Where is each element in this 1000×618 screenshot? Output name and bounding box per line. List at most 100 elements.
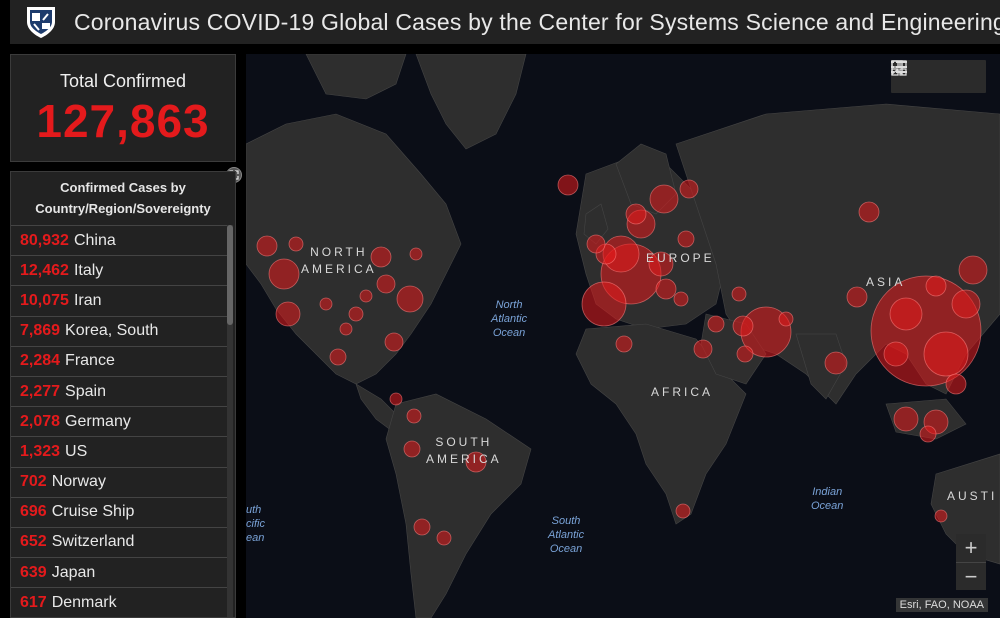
continent-label: EUROPE [646, 251, 715, 265]
case-bubble[interactable] [409, 247, 423, 261]
uk-land [583, 203, 609, 245]
basemap-gallery-icon[interactable] [891, 60, 982, 89]
legend-list-icon[interactable] [891, 61, 950, 89]
case-bubble[interactable] [945, 373, 967, 395]
list-item[interactable]: 2,284 France [11, 345, 228, 376]
case-bubble[interactable] [883, 341, 909, 367]
case-bubble[interactable] [648, 251, 674, 277]
case-bubble[interactable] [846, 286, 868, 308]
case-bubble[interactable] [319, 297, 333, 311]
case-bubble[interactable] [396, 285, 424, 313]
case-bubble[interactable] [919, 425, 937, 443]
case-count: 617 [20, 593, 47, 611]
case-bubble[interactable] [256, 235, 278, 257]
case-count: 639 [20, 563, 47, 581]
country-name: Norway [51, 473, 106, 491]
case-bubble[interactable] [376, 274, 396, 294]
map-attribution[interactable]: Esri, FAO, NOAA [895, 598, 988, 612]
map-toolbar [891, 60, 986, 93]
case-bubble[interactable] [465, 451, 487, 473]
case-count: 80,932 [20, 231, 69, 249]
country-name: Spain [65, 382, 106, 400]
case-bubble[interactable] [288, 236, 304, 252]
case-bubble[interactable] [934, 509, 948, 523]
case-bubble[interactable] [951, 289, 981, 319]
case-bubble[interactable] [348, 306, 364, 322]
case-bubble[interactable] [824, 351, 848, 375]
country-name: Cruise Ship [51, 503, 135, 521]
case-count: 696 [20, 503, 47, 521]
case-bubble[interactable] [615, 335, 633, 353]
scrollbar-thumb[interactable] [227, 225, 233, 325]
case-bubble[interactable] [586, 234, 606, 254]
case-bubble[interactable] [677, 230, 695, 248]
case-bubble[interactable] [923, 331, 969, 377]
list-item[interactable]: 12,462 Italy [11, 255, 228, 285]
total-confirmed-value: 127,863 [36, 95, 210, 147]
ocean-label-line: Atlantic [548, 529, 585, 541]
ocean-label-line: uth [246, 504, 262, 516]
case-bubble[interactable] [679, 179, 699, 199]
world-map[interactable]: NORTH AMERICA EUROPE ASIA AFRICA SOUTH A… [246, 54, 1000, 618]
continent-label: SOUTH AMERICA [426, 434, 502, 468]
case-count: 2,078 [20, 412, 61, 430]
ocean-label: Indian Ocean [811, 485, 843, 513]
list-header-line: Country/Region/Sovereignty [35, 201, 211, 216]
zoom-out-button[interactable]: − [956, 562, 986, 590]
case-bubble[interactable] [707, 315, 725, 333]
case-count: 702 [20, 473, 47, 491]
case-bubble[interactable] [581, 281, 627, 327]
list-item[interactable]: 702 Norway [11, 466, 228, 497]
country-name: US [65, 442, 88, 460]
ocean-label-line: ean [246, 532, 265, 544]
continent-label: NORTH AMERICA [301, 244, 377, 278]
case-bubble[interactable] [675, 503, 691, 519]
list-scrollbar[interactable] [227, 225, 233, 617]
list-item[interactable]: 1,323 US [11, 436, 228, 466]
total-confirmed-panel: Total Confirmed 127,863 [10, 54, 236, 162]
ocean-label: North Atlantic Ocean [491, 298, 527, 340]
list-item[interactable]: 2,078 Germany [11, 406, 228, 436]
case-bubble[interactable] [389, 392, 403, 406]
case-bubble[interactable] [370, 246, 392, 268]
country-name: France [65, 352, 115, 370]
case-bubble[interactable] [275, 301, 301, 327]
list-header-line: Confirmed Cases by [60, 180, 186, 195]
case-bubble[interactable] [625, 203, 647, 225]
list-item[interactable]: 10,075 Iran [11, 285, 228, 315]
case-bubble[interactable] [406, 408, 422, 424]
list-item[interactable]: 617 Denmark [11, 587, 228, 617]
list-item[interactable]: 652 Switzerland [11, 526, 228, 557]
zoom-in-button[interactable]: + [964, 535, 978, 560]
ocean-label-line: South [551, 515, 581, 527]
case-bubble[interactable] [731, 286, 747, 302]
case-bubble[interactable] [673, 291, 689, 307]
case-bubble[interactable] [403, 440, 421, 458]
case-bubble[interactable] [557, 174, 579, 196]
list-item[interactable]: 80,932 China [11, 225, 228, 255]
case-bubble[interactable] [893, 406, 919, 432]
case-bubble[interactable] [339, 322, 353, 336]
case-bubble[interactable] [958, 255, 988, 285]
country-name: Germany [65, 412, 131, 430]
case-bubble[interactable] [268, 258, 300, 290]
list-item[interactable]: 2,277 Spain [11, 375, 228, 406]
list-item[interactable]: 639 Japan [11, 557, 228, 587]
case-bubble[interactable] [655, 278, 677, 300]
list-item[interactable]: 696 Cruise Ship [11, 496, 228, 527]
case-bubble[interactable] [413, 518, 431, 536]
case-bubble[interactable] [889, 297, 923, 331]
case-bubble[interactable] [693, 339, 713, 359]
case-bubble[interactable] [858, 201, 880, 223]
case-bubble[interactable] [925, 275, 947, 297]
case-bubble[interactable] [649, 184, 679, 214]
case-bubble[interactable] [436, 530, 452, 546]
case-count: 652 [20, 533, 47, 551]
case-bubble[interactable] [384, 332, 404, 352]
case-bubble[interactable] [736, 345, 754, 363]
case-bubble[interactable] [359, 289, 373, 303]
list-item[interactable]: 7,869 Korea, South [11, 315, 228, 346]
case-bubble[interactable] [329, 348, 347, 366]
case-bubble[interactable] [778, 311, 794, 327]
case-bubble[interactable] [732, 315, 754, 337]
